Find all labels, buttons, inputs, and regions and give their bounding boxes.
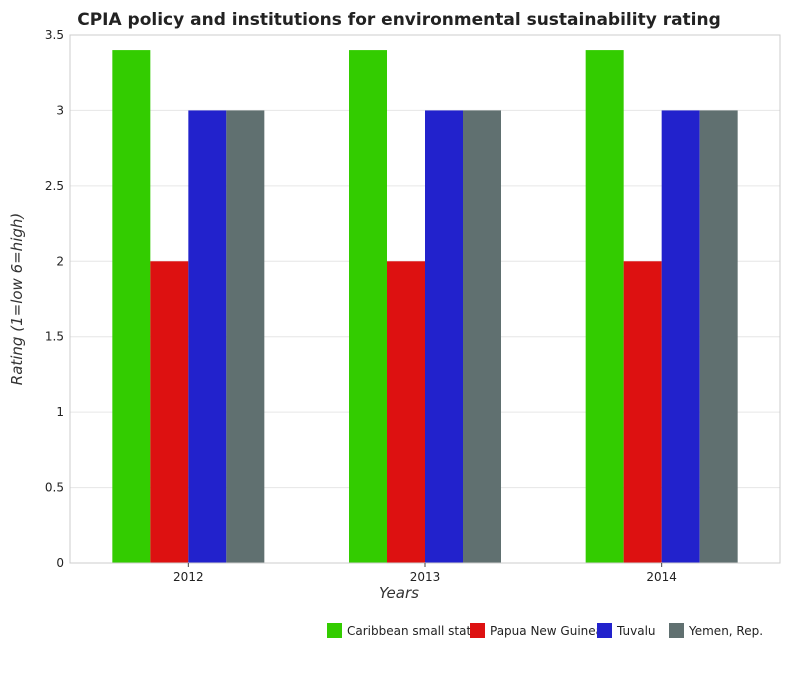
y-tick-label: 3 xyxy=(56,103,64,117)
y-tick-labels: 0 0.5 1 1.5 2 2.5 3 3.5 xyxy=(45,28,64,570)
bar-yemen-rep-2013 xyxy=(463,110,501,563)
x-tick-label: 2014 xyxy=(646,570,677,584)
x-tick-label: 2013 xyxy=(410,570,441,584)
bar-yemen-rep-2014 xyxy=(699,110,738,563)
bar-yemen-rep-2012 xyxy=(226,110,265,563)
bar-papua-new-guinea-2014 xyxy=(623,261,662,563)
legend-swatch xyxy=(327,623,342,638)
bar-caribbean-small-states-2014 xyxy=(585,50,624,564)
y-tick-label: 1 xyxy=(56,405,64,419)
x-tick-label: 2012 xyxy=(173,570,204,584)
bar-caribbean-small-states-2012 xyxy=(112,50,151,564)
legend: Caribbean small states Papua New Guinea Tu… xyxy=(327,623,763,638)
legend-swatch xyxy=(597,623,612,638)
x-axis-label: Years xyxy=(379,584,419,602)
y-tick-label: 1.5 xyxy=(45,330,64,344)
legend-label: Caribbean small states xyxy=(347,624,485,638)
legend-label: Papua New Guinea xyxy=(490,624,603,638)
y-tick-label: 3.5 xyxy=(45,28,64,42)
legend-swatch xyxy=(470,623,485,638)
legend-swatch xyxy=(669,623,684,638)
chart-title: CPIA policy and institutions for environ… xyxy=(77,10,721,30)
bar-tuvalu-2013 xyxy=(425,110,463,563)
y-tick-label: 2.5 xyxy=(45,179,64,193)
y-tick-label: 2 xyxy=(56,254,64,268)
bars xyxy=(112,50,738,564)
y-tick-label: 0.5 xyxy=(45,481,64,495)
bar-tuvalu-2014 xyxy=(661,110,700,563)
y-tick-label: 0 xyxy=(56,556,64,570)
legend-label: Tuvalu xyxy=(616,624,656,638)
bar-tuvalu-2012 xyxy=(188,110,227,563)
y-axis-label: Rating (1=low 6=high) xyxy=(8,213,26,385)
bar-caribbean-small-states-2013 xyxy=(349,50,387,564)
bar-papua-new-guinea-2012 xyxy=(150,261,189,563)
x-tick-labels: 2012 2013 2014 xyxy=(173,563,677,584)
legend-label: Yemen, Rep. xyxy=(688,624,763,638)
bar-papua-new-guinea-2013 xyxy=(387,261,425,563)
